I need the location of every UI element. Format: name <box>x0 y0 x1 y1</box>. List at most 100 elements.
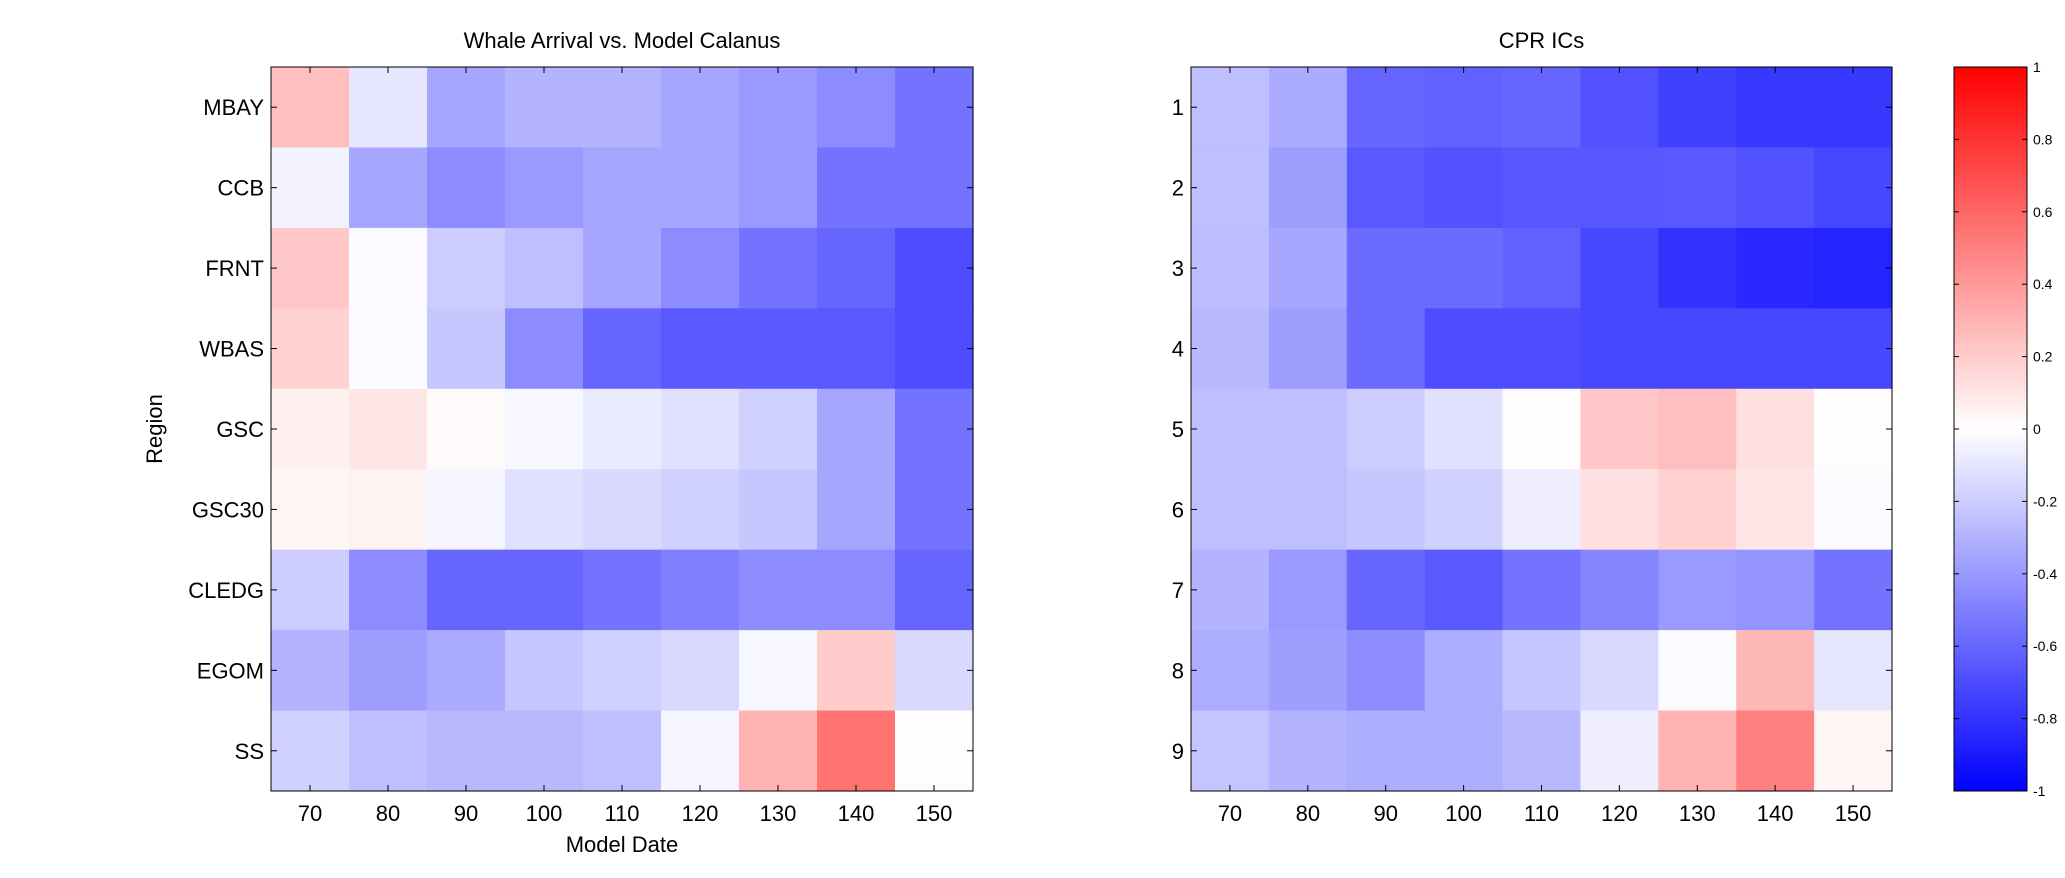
heatmap-cell <box>1502 630 1582 712</box>
x-tick-label: 150 <box>916 801 953 826</box>
heatmap-cell <box>1736 67 1815 149</box>
y-tick-label: 6 <box>1172 497 1184 522</box>
colorbar-tick-label: -0.2 <box>2033 493 2057 509</box>
heatmap-panel-cpr-ics: CPR ICs 70 80 90 100 110 120 130 140 150 1 2 3 4 5 6 7 8 9 <box>1172 28 1893 826</box>
heatmap-cell <box>817 388 896 470</box>
heatmap-cell <box>505 227 584 309</box>
heatmap-cell <box>1658 308 1737 390</box>
heatmap-cell <box>1736 147 1815 229</box>
heatmap-cell <box>1580 469 1659 551</box>
x-tick-label: 100 <box>1445 801 1482 826</box>
heatmap-cell <box>1268 388 1348 470</box>
heatmap-cell <box>739 388 818 470</box>
heatmap-cell <box>1191 549 1270 631</box>
heatmap-cell <box>505 67 584 149</box>
heatmap-cell <box>349 147 428 229</box>
x-tick-label: 140 <box>838 801 875 826</box>
heatmap-cell <box>1658 549 1737 631</box>
heatmap-cell <box>739 308 818 390</box>
heatmap-cell <box>895 67 974 149</box>
heatmap-cell <box>1658 710 1737 792</box>
heatmap-cell <box>1580 227 1659 309</box>
heatmap-cell <box>427 308 506 390</box>
heatmap-cell <box>1736 388 1815 470</box>
y-tick-label: 2 <box>1172 176 1184 201</box>
colorbar-tick-label: 1 <box>2033 59 2041 75</box>
heatmap-cell <box>1580 308 1659 390</box>
heatmap-cell <box>1191 67 1270 149</box>
y-tick-label: 5 <box>1172 417 1184 442</box>
colorbar-tick-label: -0.4 <box>2033 566 2057 582</box>
heatmap-cell <box>427 227 506 309</box>
heatmap-cell <box>1736 469 1815 551</box>
x-tick-label: 110 <box>1524 801 1559 826</box>
y-tick-label: 4 <box>1172 337 1184 362</box>
y-tick-label: EGOM <box>197 658 264 683</box>
heatmap-cell <box>427 388 506 470</box>
heatmap-cell <box>1814 469 1893 551</box>
colorbar-tick-label: -1 <box>2033 783 2046 799</box>
y-tick-label: WBAS <box>199 337 264 362</box>
x-tick-label: 80 <box>376 801 400 826</box>
heatmap-cell <box>1736 308 1815 390</box>
heatmap-cell <box>739 147 818 229</box>
colorbar-tick-label: 0.8 <box>2033 131 2053 147</box>
x-tick-label: 70 <box>298 801 322 826</box>
heatmap-cell <box>1191 227 1270 309</box>
y-tick-label: 8 <box>1172 658 1184 683</box>
heatmap-cell <box>1268 308 1348 390</box>
heatmap-cell <box>1268 630 1348 712</box>
heatmap-cell <box>1580 710 1659 792</box>
heatmap-cell <box>349 710 428 792</box>
heatmap-cell <box>271 710 350 792</box>
heatmap-cell <box>583 147 662 229</box>
heatmap-cell <box>505 388 584 470</box>
heatmap-cell <box>1502 227 1582 309</box>
x-tick-label: 70 <box>1218 801 1242 826</box>
heatmap-cell <box>1191 630 1270 712</box>
heatmap-cell <box>271 147 350 229</box>
heatmap-cell <box>1658 147 1737 229</box>
heatmap-cell <box>583 227 662 309</box>
heatmap-cell <box>271 308 350 390</box>
heatmap-cell <box>1814 67 1893 149</box>
heatmap-cell <box>427 549 506 631</box>
heatmap-cell <box>1814 147 1893 229</box>
x-tick-label: 100 <box>526 801 563 826</box>
heatmap-cell <box>1346 308 1426 390</box>
heatmap-cell <box>1736 710 1815 792</box>
heatmap-cell <box>1658 469 1737 551</box>
heatmap-cell <box>661 227 740 309</box>
heatmap-cell <box>1502 710 1582 792</box>
chart-title: CPR ICs <box>1499 28 1585 53</box>
x-tick-label: 90 <box>1373 801 1397 826</box>
heatmap-cell <box>1268 469 1348 551</box>
heatmap-cell <box>817 549 896 631</box>
heatmap-cell <box>817 630 896 712</box>
heatmap-cell <box>583 308 662 390</box>
heatmap-cell <box>1658 227 1737 309</box>
heatmap-cell <box>1424 710 1504 792</box>
heatmap-cell <box>1736 630 1815 712</box>
colorbar-tick-label: 0.4 <box>2033 276 2053 292</box>
heatmap-cell <box>1346 710 1426 792</box>
heatmap-cell <box>1424 147 1504 229</box>
heatmap-cell <box>1191 147 1270 229</box>
heatmap-cell <box>1191 710 1270 792</box>
chart-title: Whale Arrival vs. Model Calanus <box>464 28 781 53</box>
heatmap-cell <box>349 67 428 149</box>
heatmap-cell <box>1502 147 1582 229</box>
x-tick-label: 110 <box>604 801 639 826</box>
heatmap-cell <box>349 469 428 551</box>
heatmap-cell <box>427 469 506 551</box>
y-tick-label: GSC30 <box>192 497 264 522</box>
heatmap-cell <box>271 227 350 309</box>
y-tick-label: GSC <box>216 417 264 442</box>
heatmap-cell <box>271 469 350 551</box>
heatmap-cell <box>1502 308 1582 390</box>
heatmap-cell <box>1502 549 1582 631</box>
heatmap-cell <box>1424 469 1504 551</box>
heatmap-cell <box>661 308 740 390</box>
heatmap-cell <box>1346 227 1426 309</box>
